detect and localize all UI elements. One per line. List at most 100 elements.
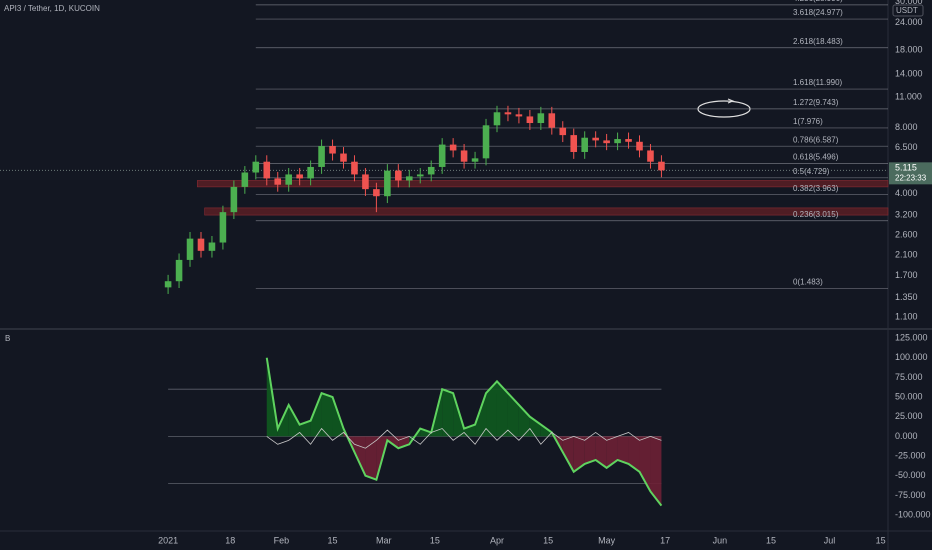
oscillator-area [354, 436, 366, 476]
signal-line [266, 427, 662, 449]
ellipse-arrow [727, 98, 735, 104]
price-tick-label: 11.000 [895, 92, 922, 102]
indicator-tick-label: 50.000 [895, 391, 923, 401]
indicator-tick-label: 0.000 [895, 431, 918, 441]
oscillator-area [639, 436, 651, 492]
fib-label: 3.618(24.977) [793, 8, 843, 17]
fib-label: 0.618(5.496) [793, 153, 839, 162]
oscillator-area [529, 416, 541, 437]
candle-body [230, 186, 238, 213]
indicator-tick-label: -100.000 [895, 509, 931, 519]
candle-body [559, 127, 567, 136]
candle-body [658, 161, 665, 171]
time-tick-label: 15 [876, 535, 886, 545]
candle-body [285, 174, 292, 185]
candle-body [526, 116, 534, 124]
price-tick-label: 3.200 [895, 209, 918, 219]
candle-body [504, 112, 512, 115]
fib-label: 0.5(4.729) [793, 167, 830, 176]
candle-body [186, 238, 194, 260]
candle-body [395, 170, 402, 181]
price-tick-label: 1.700 [895, 270, 918, 280]
candle-body [384, 170, 391, 197]
price-tick-label: 14.000 [895, 69, 923, 79]
candle-body [570, 135, 578, 152]
price-tick-label: 1.350 [895, 292, 918, 302]
candle-body [362, 174, 369, 190]
candle-body [581, 137, 588, 152]
candle-body [603, 140, 610, 144]
countdown-label: 22:23:33 [895, 173, 927, 182]
oscillator-area [321, 393, 333, 437]
indicator-tick-label: 100.000 [895, 352, 928, 362]
oscillator-area [442, 389, 454, 437]
indicator-tick-label: -75.000 [895, 490, 926, 500]
oscillator-area [650, 436, 662, 506]
time-tick-label: 15 [430, 535, 440, 545]
time-tick-label: Mar [376, 535, 392, 545]
time-tick-label: May [598, 535, 616, 545]
candle-body [471, 158, 479, 162]
oscillator-area [573, 436, 585, 472]
oscillator-area [496, 381, 508, 437]
support-zone [197, 180, 889, 188]
oscillator-area [595, 436, 607, 468]
candle-body [449, 144, 457, 151]
time-tick-label: Jun [713, 535, 728, 545]
candle-body [515, 114, 523, 117]
fib-label: 0.382(3.963) [793, 184, 839, 193]
candle-body [219, 212, 227, 243]
indicator-tick-label: -25.000 [895, 450, 926, 460]
support-zone [204, 207, 889, 216]
indicator-title: B [5, 334, 10, 343]
time-tick-label: 2021 [158, 535, 178, 545]
fib-label: 0(1.483) [793, 278, 823, 287]
fib-label: 1(7.976) [793, 117, 823, 126]
fib-label: 0.786(6.587) [793, 135, 839, 144]
price-tick-label: 8.000 [895, 122, 918, 132]
candle-body [438, 144, 446, 167]
oscillator-area [365, 436, 377, 480]
candle-body [427, 166, 435, 175]
candle-body [351, 161, 358, 175]
price-tick-label: 24.000 [895, 17, 923, 27]
candle-body [274, 178, 282, 185]
fib-label: 4.236(28.990) [793, 0, 843, 3]
time-tick-label: Jul [824, 535, 836, 545]
oscillator-area [486, 381, 497, 437]
symbol-title: API3 / Tether, 1D, KUCOIN [4, 4, 100, 13]
oscillator-area [507, 393, 519, 437]
fib-label: 1.272(9.743) [793, 98, 839, 107]
candle-body [329, 146, 336, 154]
candle-body [625, 139, 632, 142]
fib-label: 2.618(18.483) [793, 37, 843, 46]
currency-label: USDT [896, 6, 918, 15]
oscillator-area [288, 404, 300, 437]
candle-body [318, 146, 325, 167]
time-tick-label: 18 [225, 535, 235, 545]
candle-body [636, 141, 643, 151]
price-tick-label: 1.100 [895, 311, 918, 321]
candle-body [537, 113, 545, 124]
candle-body [493, 112, 501, 126]
candle-body [592, 137, 599, 141]
indicator-tick-label: -50.000 [895, 470, 926, 480]
candle-body [373, 189, 380, 197]
candle-body [460, 150, 468, 162]
price-tick-label: 2.600 [895, 229, 918, 239]
last-price-label: 5.115 [895, 163, 917, 173]
last-price-tag [889, 162, 932, 185]
candle-body [252, 161, 260, 173]
candle-body [241, 172, 249, 187]
oscillator-area [606, 436, 618, 468]
price-tick-label: 6.500 [895, 142, 918, 152]
price-tick-label: 30.000 [895, 0, 923, 6]
candle-body [296, 174, 303, 179]
time-tick-label: 15 [543, 535, 553, 545]
candle-body [197, 238, 205, 251]
candle-body [548, 113, 556, 128]
fib-label: 1.618(11.990) [793, 78, 843, 87]
candle-body [208, 242, 216, 251]
indicator-tick-label: 25.000 [895, 411, 923, 421]
